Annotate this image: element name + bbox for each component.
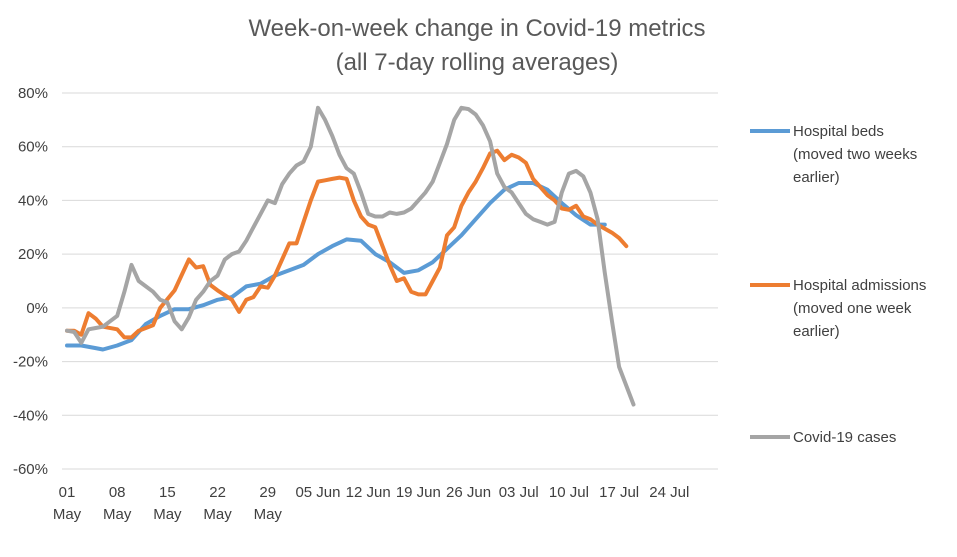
legend-label: earlier): [793, 169, 840, 186]
legend-label: Covid-19 cases: [793, 429, 896, 446]
y-tick-label: 0%: [26, 300, 48, 317]
x-tick-label: 01: [59, 484, 76, 501]
x-tick-label: 03 Jul: [499, 484, 539, 501]
series-line-1: [65, 181, 607, 352]
x-tick-label: 22: [209, 484, 226, 501]
y-tick-label: -40%: [13, 407, 48, 424]
y-tick-label: 20%: [18, 246, 48, 263]
x-tick-label: 26 Jun: [446, 484, 491, 501]
x-tick-label: 08: [109, 484, 126, 501]
series-line-2: [65, 148, 629, 340]
y-tick-label: -60%: [13, 461, 48, 478]
x-tick-label: 24 Jul: [649, 484, 689, 501]
gridlines: [62, 92, 718, 470]
legend-label: earlier): [793, 323, 840, 340]
y-axis: 80% 60% 40% 20% 0% -20% -40% -60%: [13, 85, 48, 478]
y-tick-label: -20%: [13, 354, 48, 371]
x-tick-label-line2: May: [53, 506, 82, 523]
x-tick-label: 10 Jul: [549, 484, 589, 501]
x-tick-label: 29: [259, 484, 276, 501]
legend-label: (moved two weeks: [793, 146, 917, 163]
x-tick-label-line2: May: [203, 506, 232, 523]
x-tick-label: 19 Jun: [396, 484, 441, 501]
legend-label: (moved one week: [793, 300, 912, 317]
y-tick-label: 60%: [18, 139, 48, 156]
x-tick-label: 12 Jun: [346, 484, 391, 501]
x-tick-label: 05 Jun: [295, 484, 340, 501]
x-tick-label-line2: May: [153, 506, 182, 523]
x-tick-label-line2: May: [254, 506, 283, 523]
series-line-3: [65, 105, 636, 407]
chart-title: Week-on-week change in Covid-19 metrics: [248, 15, 705, 42]
legend: Hospital beds (moved two weeks earlier) Hos…: [750, 123, 926, 446]
y-tick-label: 40%: [18, 192, 48, 209]
y-tick-label: 80%: [18, 85, 48, 102]
chart-subtitle: (all 7-day rolling averages): [336, 49, 619, 76]
legend-label: Hospital admissions: [793, 277, 926, 294]
x-tick-label-line2: May: [103, 506, 132, 523]
series-lines: [65, 105, 636, 407]
x-axis: 01 May 08 May 15 May 22 May 29 May 05 Jun 12 Jun 19 …: [53, 484, 690, 523]
legend-label: Hospital beds: [793, 123, 884, 140]
x-tick-label: 15: [159, 484, 176, 501]
x-tick-label: 17 Jul: [599, 484, 639, 501]
